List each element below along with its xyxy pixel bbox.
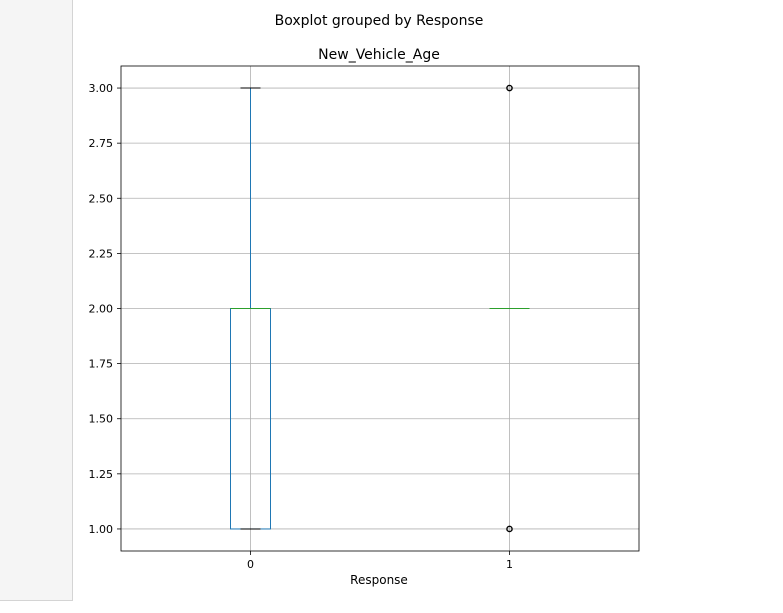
x-tick-label: 1	[506, 558, 513, 571]
y-tick-label: 2.50	[89, 192, 114, 205]
cell-output-area	[73, 0, 783, 613]
y-tick-label: 2.25	[89, 247, 114, 260]
x-tick-label: 0	[247, 558, 254, 571]
outlier-point	[506, 84, 513, 92]
y-tick-label: 3.00	[89, 82, 114, 95]
y-tick-label: 2.00	[89, 303, 114, 316]
grid-lines	[121, 66, 639, 551]
y-tick-label: 1.00	[89, 523, 114, 536]
y-ticks: 1.00 1.25 1.50 1.75 2.00 2.25 2.50 2.75 3.00	[89, 82, 121, 536]
y-tick-label: 2.75	[89, 137, 114, 150]
boxes-layer	[230, 84, 530, 533]
figure-suptitle: Boxplot grouped by Response	[275, 13, 484, 29]
axes-title: New_Vehicle_Age	[318, 47, 440, 63]
y-tick-label: 1.75	[89, 358, 114, 371]
y-tick-label: 1.50	[89, 413, 114, 426]
y-tick-label: 1.25	[89, 468, 114, 481]
x-axis-label: Response	[350, 573, 408, 587]
box-group-0	[230, 87, 271, 530]
notebook-left-gutter	[0, 0, 73, 601]
outlier-point	[506, 525, 513, 533]
box-group-1	[489, 84, 530, 533]
